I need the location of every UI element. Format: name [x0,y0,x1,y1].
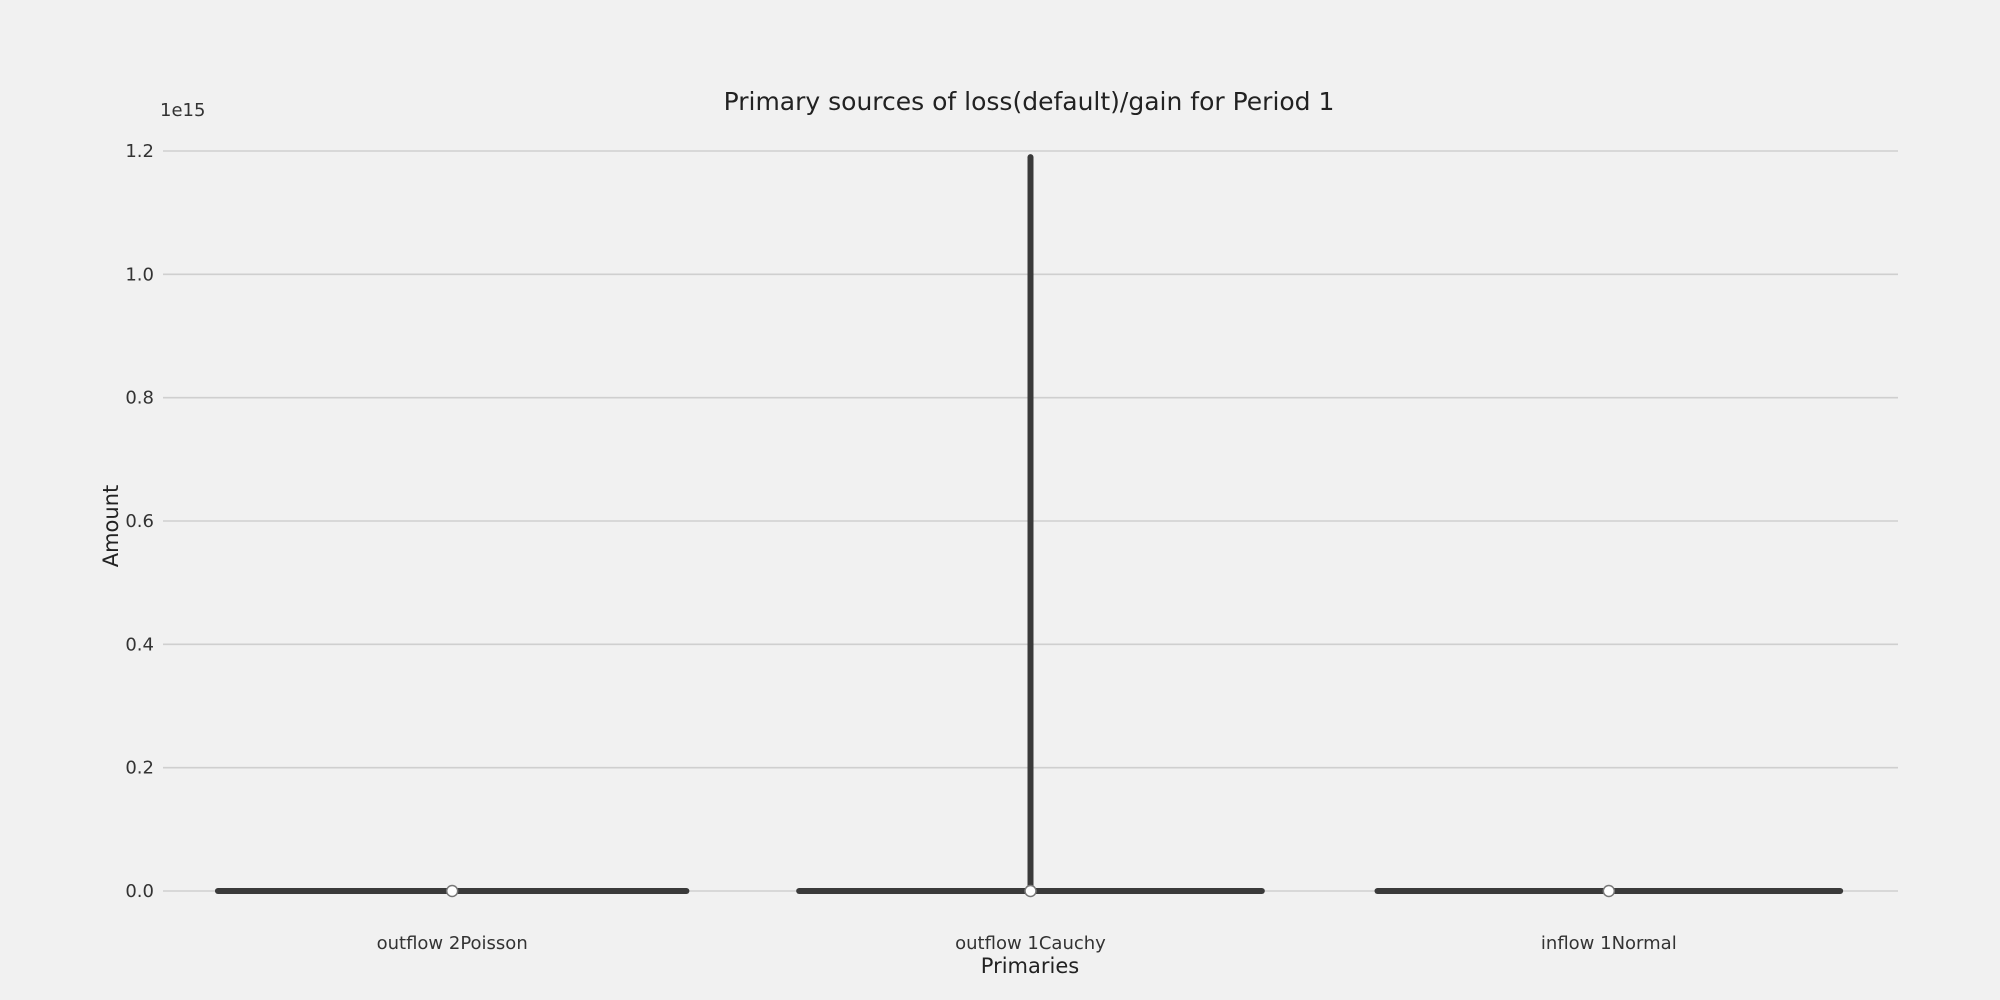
x-axis-ticks: outflow 2Poisson outflow 1Cauchy inflow 1N… [377,933,1677,954]
x-axis-label: Primaries [981,954,1079,978]
y-tick-label: 0.0 [125,881,154,902]
violins [214,154,1844,898]
violin [796,154,1265,898]
y-axis-label: Amount [99,485,123,568]
y-tick-label: 1.0 [125,264,154,285]
chart-title: Primary sources of loss(default)/gain fo… [724,87,1335,116]
x-tick-label: inflow 1Normal [1541,933,1677,954]
x-tick-label: outflow 1Cauchy [955,933,1106,954]
y-tick-label: 1.2 [125,141,154,162]
y-tick-label: 0.4 [125,634,154,655]
y-tick-label: 0.8 [125,388,154,409]
x-tick-label: outflow 2Poisson [377,933,528,954]
median-marker [1024,884,1037,898]
violin [1374,884,1844,898]
violin [214,884,690,898]
y-axis-ticks: 0.0 0.2 0.4 0.6 0.8 1.0 1.2 [125,141,154,902]
median-marker [445,884,459,898]
y-axis-offset-label: 1e15 [160,100,205,121]
y-tick-label: 0.6 [125,511,154,532]
y-tick-label: 0.2 [125,758,154,779]
median-marker [1602,884,1616,898]
